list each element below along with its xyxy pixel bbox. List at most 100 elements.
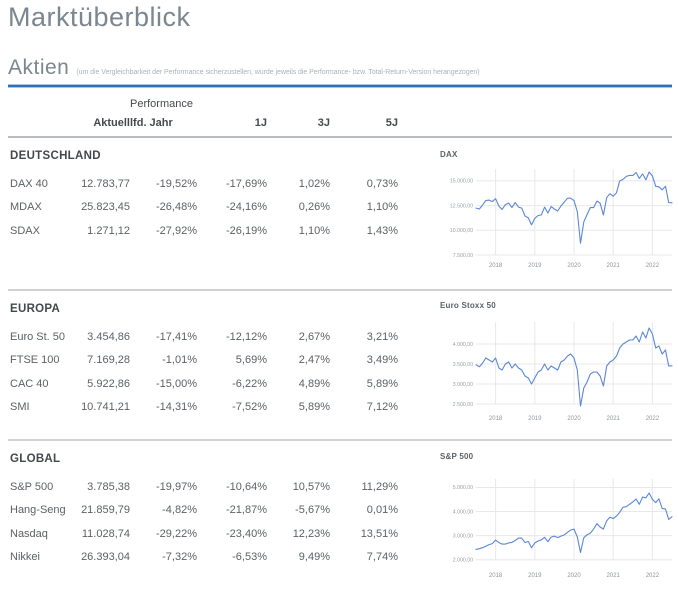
table-row: Hang-Seng 21.859,79 -4,82% -21,87% -5,67% 0,0… xyxy=(10,499,398,523)
x-axis-tick-label: 2021 xyxy=(607,416,621,422)
column-header-1j: 1J xyxy=(254,117,267,129)
index-value: 0,01% xyxy=(366,504,398,516)
x-axis-tick-label: 2018 xyxy=(489,263,503,269)
performance-group-label: Performance xyxy=(130,98,193,110)
x-axis-tick-label: 2022 xyxy=(646,416,660,422)
index-value: 9,49% xyxy=(298,551,330,563)
index-value: 5,69% xyxy=(235,354,267,366)
section-rows: DAX 40 12.783,77 -19,52% -17,69% 1,02% 0,73% M… xyxy=(10,172,398,243)
index-value: -12,12% xyxy=(226,330,267,343)
index-table: Euro St. 50 3.454,86 -17,41% -12,12% 2,67% 3,… xyxy=(10,325,398,419)
index-value: 4,89% xyxy=(298,377,330,390)
index-value: 1,10% xyxy=(366,201,398,213)
y-axis-tick-label: 12.500,00 xyxy=(450,203,473,209)
chart-card-sp500: S&P 500 2.000,00 3.000,00 4.000,00 5.000,00… xyxy=(440,452,678,585)
aktien-section-header: Aktien (um die Vergleichbarkeit der Perfo… xyxy=(8,56,480,80)
accent-divider xyxy=(8,84,672,88)
chart-card-dax: DAX 7.500,00 10.000,00 12.500,00 15.000,00 2… xyxy=(440,150,678,275)
y-axis-tick-label: 4.000,00 xyxy=(453,509,473,515)
section-heading: GLOBAL xyxy=(10,453,61,465)
table-row: S&P 500 3.785,38 -19,97% -10,64% 10,57% 11,29… xyxy=(10,475,398,499)
x-axis-tick-label: 2021 xyxy=(607,263,621,269)
index-value: -17,41% xyxy=(156,330,197,343)
index-value: -26,48% xyxy=(156,201,197,213)
table-row: SMI 10.741,21 -14,31% -7,52% 5,89% 7,12% xyxy=(10,396,398,420)
aktien-note: (um die Vergleichbarkeit der Performance… xyxy=(76,69,480,76)
section-divider xyxy=(8,439,672,441)
index-value: -6,53% xyxy=(232,551,267,563)
index-value: 10.741,21 xyxy=(81,401,130,413)
line-chart-svg: 2.500,00 3.000,00 3.500,00 4.000,00 2018 2019… xyxy=(453,322,673,422)
y-axis-tick-label: 10.000,00 xyxy=(450,228,473,234)
index-value: -19,52% xyxy=(156,177,197,190)
index-value: 26.393,04 xyxy=(81,551,130,563)
x-axis-tick-label: 2019 xyxy=(528,573,542,579)
index-value: -29,22% xyxy=(156,527,197,540)
index-table: DAX 40 12.783,77 -19,52% -17,69% 1,02% 0,73% M… xyxy=(10,172,398,243)
x-axis-tick-label: 2020 xyxy=(567,263,581,269)
section-divider xyxy=(8,289,672,291)
index-name: Nasdaq xyxy=(10,527,48,540)
index-name: SDAX xyxy=(10,224,40,237)
index-value: -19,97% xyxy=(156,480,197,493)
index-value: 1.271,12 xyxy=(87,224,130,237)
empty-header-cell xyxy=(68,94,130,110)
line-chart-svg: 7.500,00 10.000,00 12.500,00 15.000,00 2018 2… xyxy=(450,169,673,269)
index-value: 1,10% xyxy=(298,224,330,237)
section-europa: EUROPA Euro St. 50 3.454,86 -17,41% -12,12%… xyxy=(10,303,430,419)
index-value: 25.823,45 xyxy=(81,201,130,213)
index-value: -4,82% xyxy=(162,504,197,516)
index-value: 2,67% xyxy=(298,330,330,343)
line-chart-svg: 2.000,00 3.000,00 4.000,00 5.000,00 2018 2019… xyxy=(453,479,673,579)
y-axis-tick-label: 3.000,00 xyxy=(453,382,473,388)
index-value: -24,16% xyxy=(226,201,267,213)
chart-title: Euro Stoxx 50 xyxy=(440,301,496,310)
y-axis-tick-label: 3.500,00 xyxy=(453,362,473,368)
empty-header-cell xyxy=(10,110,68,129)
index-value: -17,69% xyxy=(226,177,267,190)
index-name: Nikkei xyxy=(10,551,40,563)
index-value: 7,12% xyxy=(366,401,398,413)
index-value: -6,22% xyxy=(232,377,267,390)
y-axis-tick-label: 2.000,00 xyxy=(453,558,473,564)
index-value: -7,52% xyxy=(232,401,267,413)
table-row: SDAX 1.271,12 -27,92% -26,19% 1,10% 1,43% xyxy=(10,219,398,243)
index-value: 7,74% xyxy=(366,551,398,563)
index-name: Euro St. 50 xyxy=(10,330,66,343)
table-row: FTSE 100 7.169,28 -1,01% 5,69% 2,47% 3,49% xyxy=(10,349,398,373)
index-value: 2,47% xyxy=(298,354,330,366)
dax-line-chart: 7.500,00 10.000,00 12.500,00 15.000,00 2018 2… xyxy=(440,163,678,275)
euro-stoxx-50-line-chart: 2.500,00 3.000,00 3.500,00 4.000,00 2018 2019… xyxy=(440,316,678,428)
y-axis-tick-label: 4.000,00 xyxy=(453,342,473,348)
index-value: -27,92% xyxy=(156,224,197,237)
chart-title: S&P 500 xyxy=(440,452,474,461)
index-value: -23,40% xyxy=(226,527,267,540)
x-axis-tick-label: 2022 xyxy=(646,263,660,269)
index-value: 11.028,74 xyxy=(81,527,130,540)
x-axis-tick-label: 2021 xyxy=(607,573,621,579)
y-axis-tick-label: 3.000,00 xyxy=(453,533,473,539)
header-divider xyxy=(8,136,672,138)
index-value: -14,31% xyxy=(156,401,197,413)
index-value: 7.169,28 xyxy=(87,354,130,366)
index-value: 1,43% xyxy=(366,224,398,237)
index-value: 11,29% xyxy=(361,480,399,493)
section-rows: S&P 500 3.785,38 -19,97% -10,64% 10,57% 11,29… xyxy=(10,475,398,569)
page-title: Marktüberblick xyxy=(8,2,191,32)
index-value: 3,21% xyxy=(366,330,398,343)
index-value: 12.783,77 xyxy=(81,177,130,190)
index-value: 0,73% xyxy=(366,177,398,190)
index-value: -21,87% xyxy=(226,504,267,516)
index-name: MDAX xyxy=(10,201,42,213)
table-row: Nasdaq 11.028,74 -29,22% -23,40% 12,23% 13,51… xyxy=(10,522,398,546)
index-name: Hang-Seng xyxy=(10,504,66,516)
section-heading: DEUTSCHLAND xyxy=(10,150,101,162)
x-axis-tick-label: 2019 xyxy=(528,263,542,269)
index-value: 5,89% xyxy=(298,401,330,413)
x-axis-tick-label: 2019 xyxy=(528,416,542,422)
y-axis-tick-label: 15.000,00 xyxy=(450,179,473,185)
section-global: GLOBAL S&P 500 3.785,38 -19,97% -10,64% 10,5… xyxy=(10,453,430,569)
section-rows: Euro St. 50 3.454,86 -17,41% -12,12% 2,67% 3,… xyxy=(10,325,398,419)
table-row: MDAX 25.823,45 -26,48% -24,16% 0,26% 1,10% xyxy=(10,196,398,220)
